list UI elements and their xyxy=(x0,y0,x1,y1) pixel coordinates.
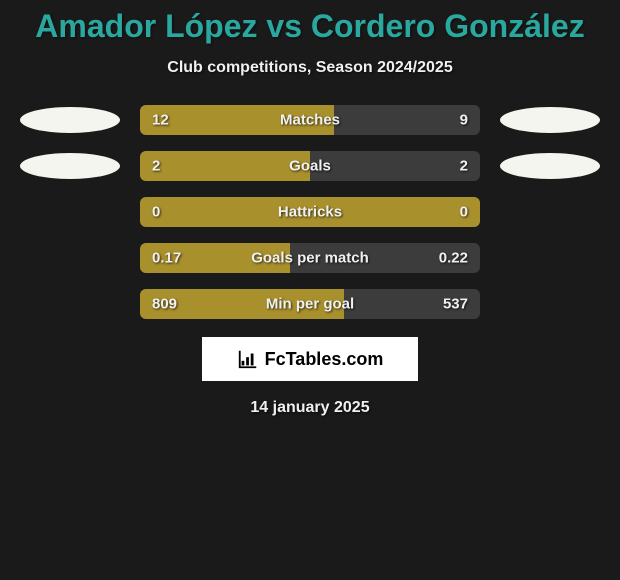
stat-row: 2 Goals 2 xyxy=(0,151,620,181)
stat-row: 809 Min per goal 537 xyxy=(0,289,620,319)
left-value: 0 xyxy=(152,204,160,221)
left-value: 0.17 xyxy=(152,250,181,267)
oval-spacer xyxy=(500,291,600,317)
stat-bar: 12 Matches 9 xyxy=(140,105,480,135)
left-value: 12 xyxy=(152,112,169,129)
bar-fill xyxy=(140,151,310,181)
logo-box: FcTables.com xyxy=(202,337,418,381)
stats-container: 12 Matches 9 2 Goals 2 0 Hattricks 0 0.17 Goals pe… xyxy=(0,105,620,319)
left-oval xyxy=(20,107,120,133)
right-oval xyxy=(500,153,600,179)
right-oval xyxy=(500,107,600,133)
right-value: 537 xyxy=(443,296,468,313)
oval-spacer xyxy=(20,199,120,225)
date: 14 january 2025 xyxy=(0,399,620,417)
chart-icon xyxy=(237,348,259,370)
subtitle: Club competitions, Season 2024/2025 xyxy=(0,59,620,77)
right-value: 2 xyxy=(460,158,468,175)
stat-bar: 2 Goals 2 xyxy=(140,151,480,181)
oval-spacer xyxy=(20,245,120,271)
oval-spacer xyxy=(500,245,600,271)
stat-bar: 0.17 Goals per match 0.22 xyxy=(140,243,480,273)
oval-spacer xyxy=(20,291,120,317)
right-value: 0.22 xyxy=(439,250,468,267)
stat-label: Goals xyxy=(289,158,331,175)
left-value: 809 xyxy=(152,296,177,313)
stat-row: 12 Matches 9 xyxy=(0,105,620,135)
stat-label: Min per goal xyxy=(266,296,354,313)
stat-row: 0 Hattricks 0 xyxy=(0,197,620,227)
stat-bar: 0 Hattricks 0 xyxy=(140,197,480,227)
right-value: 9 xyxy=(460,112,468,129)
page-title: Amador López vs Cordero González xyxy=(0,0,620,45)
stat-label: Hattricks xyxy=(278,204,342,221)
left-value: 2 xyxy=(152,158,160,175)
right-value: 0 xyxy=(460,204,468,221)
left-oval xyxy=(20,153,120,179)
logo-text: FcTables.com xyxy=(265,349,384,370)
stat-label: Goals per match xyxy=(251,250,369,267)
stat-bar: 809 Min per goal 537 xyxy=(140,289,480,319)
stat-row: 0.17 Goals per match 0.22 xyxy=(0,243,620,273)
stat-label: Matches xyxy=(280,112,340,129)
oval-spacer xyxy=(500,199,600,225)
